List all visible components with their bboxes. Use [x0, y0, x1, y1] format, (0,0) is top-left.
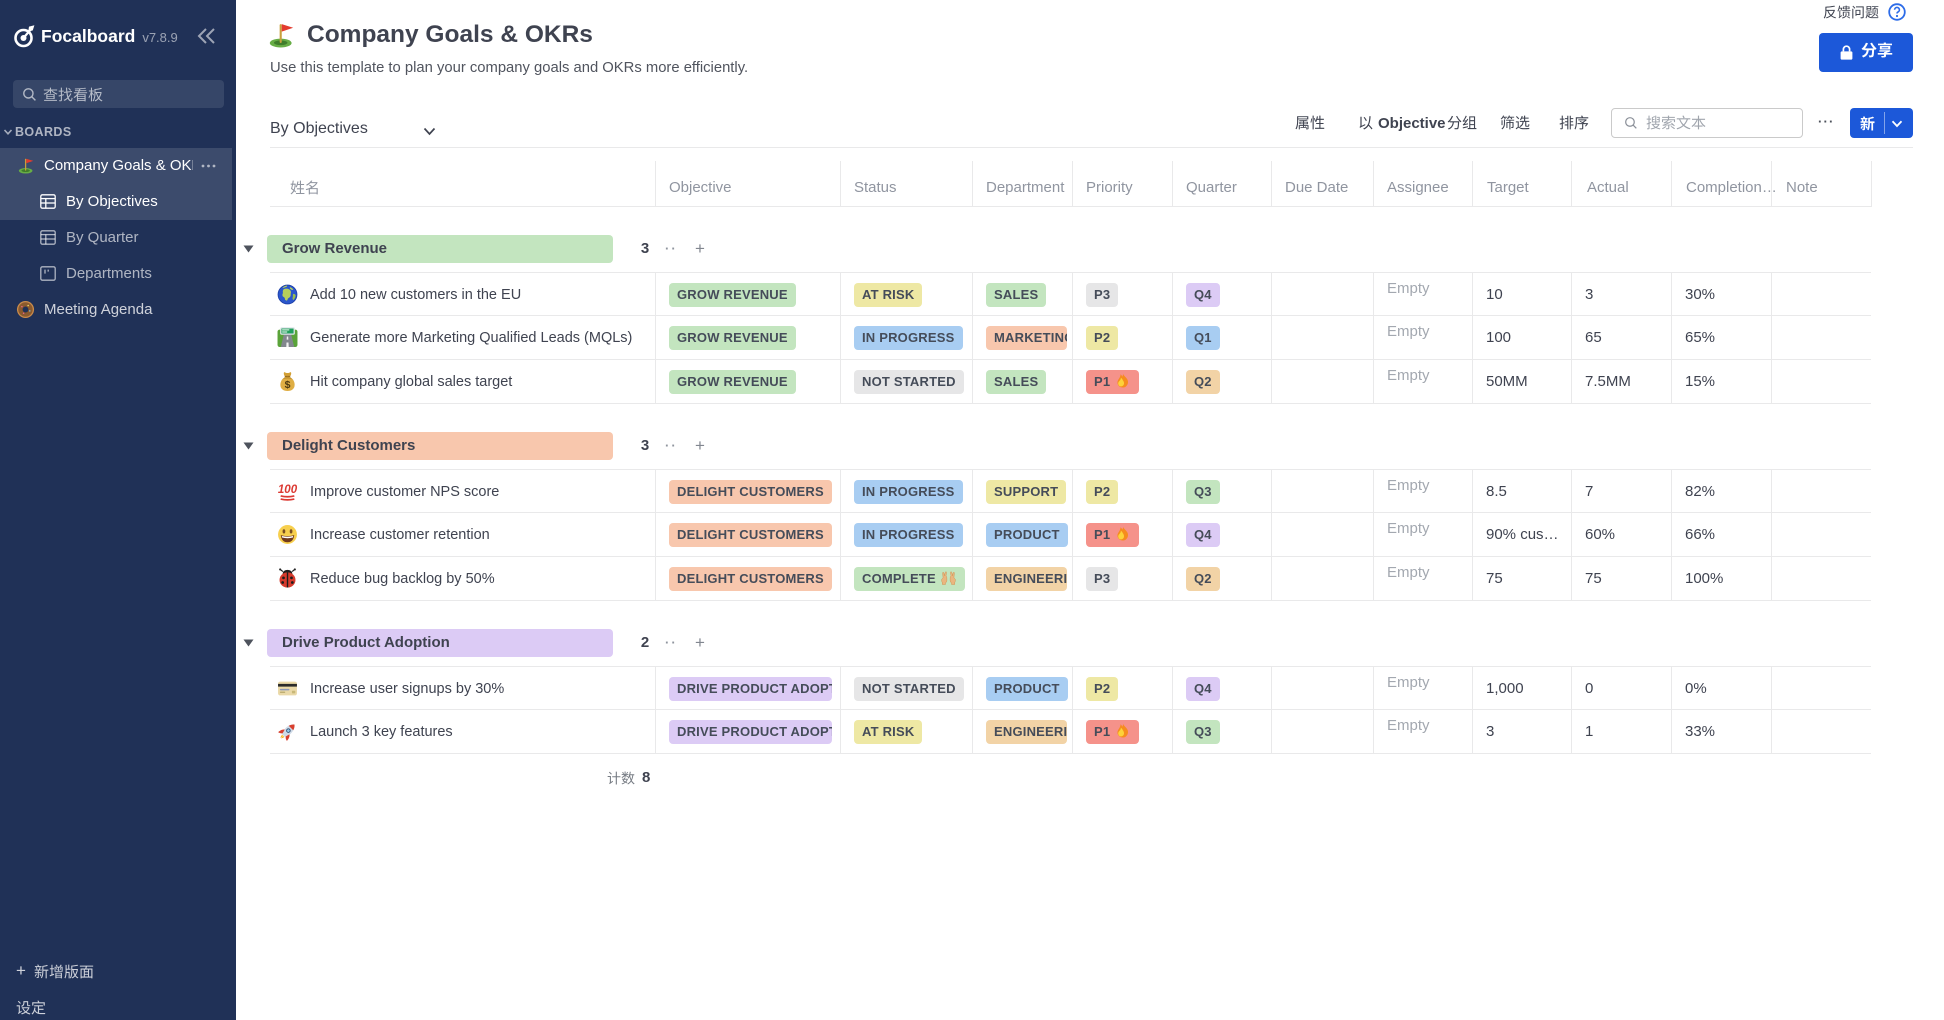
svg-text:$: $ — [285, 379, 291, 391]
svg-text:100: 100 — [278, 484, 298, 496]
